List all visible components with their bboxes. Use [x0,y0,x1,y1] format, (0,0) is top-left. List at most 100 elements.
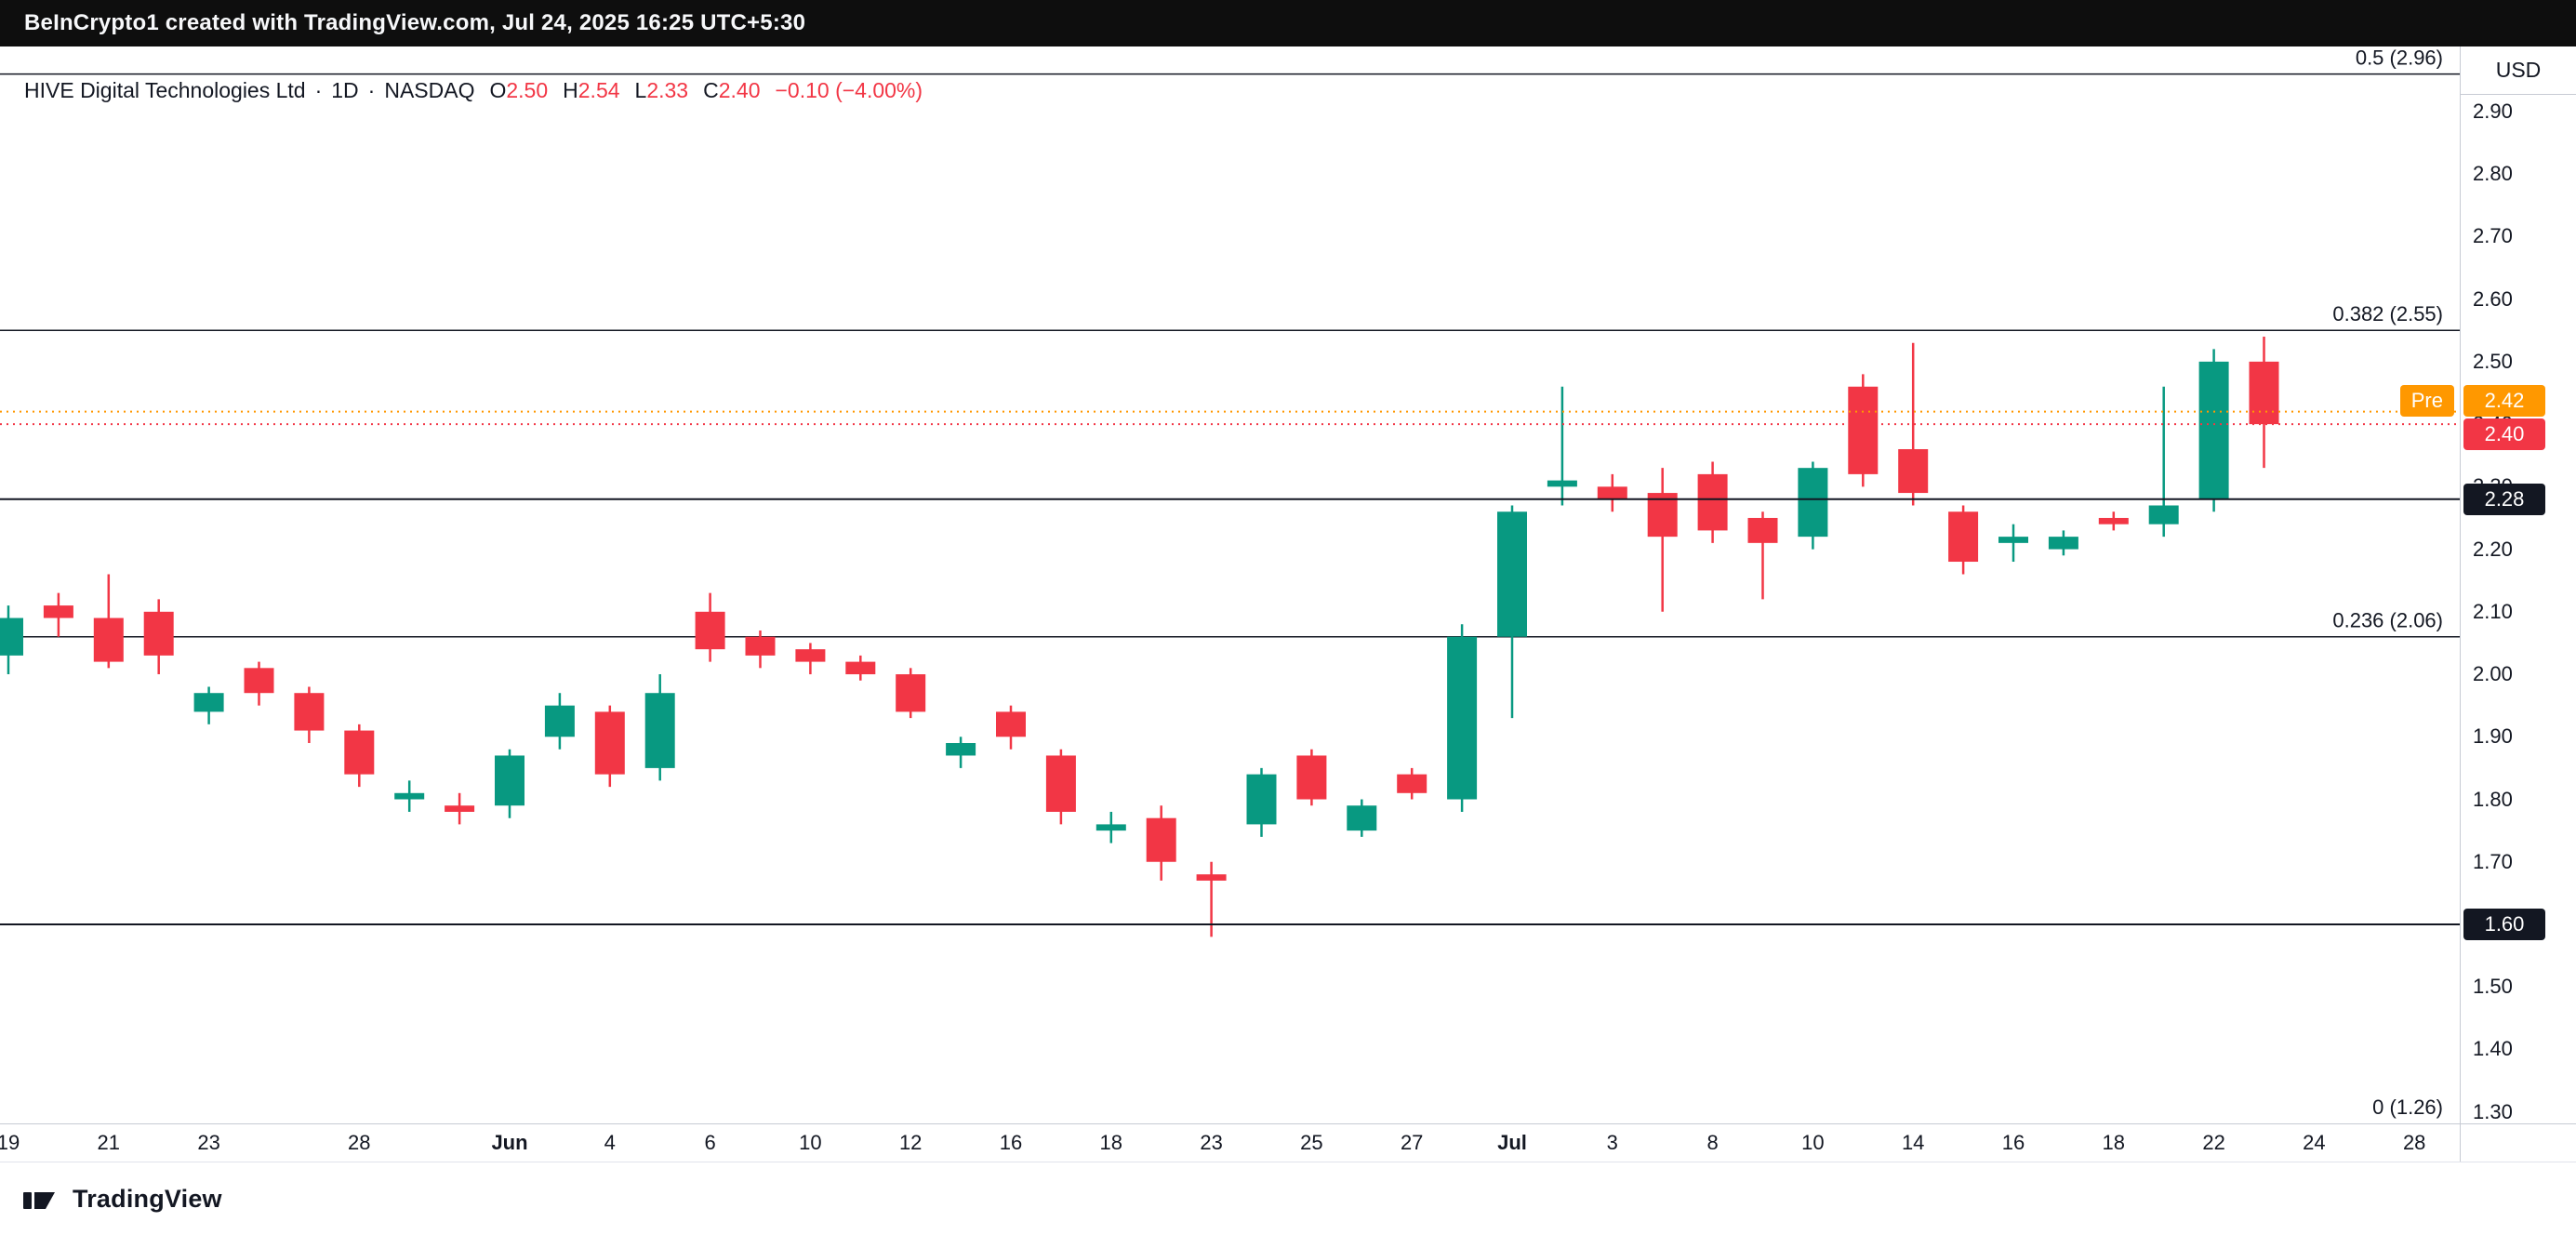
legend-ohlc-item: L 2.33 [634,78,689,102]
time-label[interactable]: 23 [1200,1131,1223,1154]
time-label[interactable]: 21 [97,1131,121,1154]
candle-body [1447,636,1478,800]
price-tick: 1.30 [2473,1099,2513,1123]
candle-body [896,674,926,712]
candle-body [2048,537,2078,550]
candle-body [93,618,124,662]
time-label[interactable]: 25 [1300,1131,1323,1154]
tradingview-logo-icon[interactable] [22,1186,60,1212]
time-label[interactable]: 8 [1706,1131,1719,1154]
price-tick: 1.50 [2473,975,2513,999]
price-tick: 1.80 [2473,787,2513,811]
candle-body [1146,817,1176,862]
fib-level-label: 0.5 (2.96) [2356,46,2443,70]
candle-body [2198,361,2229,499]
legend-separator: · [367,78,376,102]
line-price-badge: 1.60 [2463,908,2545,940]
tradingview-wordmark[interactable]: TradingView [73,1184,222,1213]
legend-ohlc-item: H 2.54 [563,78,620,102]
candle-body [1246,774,1277,825]
price-tick: 2.90 [2473,99,2513,123]
candle-body [244,668,274,694]
candle-body [1196,874,1227,881]
fib-level-label: 0.382 (2.55) [2332,302,2443,325]
legend-ohlc-item: C 2.40 [703,78,761,102]
candle-body [1647,493,1678,538]
candle-body [695,611,725,650]
change-label: −0.10 (−4.00%) [775,78,923,102]
line-price-badge: 2.28 [2463,483,2545,515]
time-label[interactable]: 23 [197,1131,220,1154]
candle-body [1747,517,1778,543]
time-label[interactable]: 22 [2202,1131,2225,1154]
candle-body [1397,774,1427,793]
legend-ohlc-item: O 2.50 [489,78,549,102]
candle-body [143,611,174,656]
attribution-text: BeInCrypto1 created with TradingView.com… [24,10,806,35]
price-tick: 2.50 [2473,349,2513,373]
time-label[interactable]: 27 [1400,1131,1424,1154]
candle-body [644,693,675,768]
candle-body [996,711,1026,737]
time-label[interactable]: Jul [1497,1131,1527,1154]
candle-body [1998,537,2028,543]
price-tick: 2.20 [2473,537,2513,561]
pre-market-chip: Pre [2399,385,2454,418]
candle-body [1697,473,1728,531]
interval-label: 1D [331,78,359,102]
candle-body [495,755,524,806]
price-badges: 2.28 1.60 2.42 2.40 [2461,46,2576,1162]
time-label[interactable]: 28 [2402,1131,2426,1154]
candle-body [1798,468,1828,538]
price-tick: 2.00 [2473,662,2513,686]
candle-body [394,792,425,800]
time-label[interactable]: 14 [1901,1131,1925,1154]
candle-body [1898,448,1929,494]
time-axis[interactable]: 19 21 23 28 Jun 4 6 10 12 16 18 23 25 27 Jul 3 8 10 14 16 18… [0,1123,2576,1162]
time-label[interactable]: 10 [799,1131,822,1154]
time-label[interactable]: 16 [2001,1131,2025,1154]
fib-level-label: 0.236 (2.06) [2332,609,2443,632]
price-axis[interactable]: 2.902.802.702.602.502.402.302.202.102.00… [2460,46,2576,1162]
currency-header: USD [2461,46,2576,95]
price-tick: 2.10 [2473,599,2513,623]
candle-body [2249,361,2279,425]
candlestick-plot[interactable]: 0.5 (2.96) 0.382 (2.55) 0.236 (2.06) 0 (1.2… [0,46,2460,1123]
candle-body [745,636,776,656]
candle-body [946,743,976,756]
candle-body [1497,511,1527,637]
exchange-label: NASDAQ [384,78,475,102]
time-label[interactable]: 12 [898,1131,923,1154]
time-label[interactable]: 28 [348,1131,371,1154]
candle-body [43,605,73,618]
time-label[interactable]: 4 [604,1131,616,1154]
chart-pane[interactable]: 0.5 (2.96) 0.382 (2.55) 0.236 (2.06) 0 (1.2… [0,46,2460,1123]
candle-body [193,693,224,712]
candle-body [544,705,575,737]
candle-body [294,693,325,731]
time-label[interactable]: 18 [1099,1131,1123,1154]
legend-separator: · [314,78,323,102]
fib-level-label: 0 (1.26) [2372,1096,2443,1119]
time-label[interactable]: 18 [2102,1131,2126,1154]
candle-body [594,711,625,775]
time-label[interactable]: 16 [999,1131,1023,1154]
candle-body [445,805,475,812]
candle-body [0,618,23,656]
attribution-bar: BeInCrypto1 created with TradingView.com… [0,0,2576,46]
price-tick: 1.40 [2473,1037,2513,1061]
time-label[interactable]: 19 [0,1131,20,1154]
candle-body [795,649,826,662]
time-label[interactable]: 24 [2303,1131,2326,1154]
candle-body [1347,805,1377,831]
candle-body [1095,824,1126,831]
time-label[interactable]: 6 [704,1131,716,1154]
candle-body [2098,517,2129,525]
ohlc-values: O 2.50 H 2.54 L 2.33 C 2.40 [474,78,760,103]
time-label[interactable]: 10 [1801,1131,1825,1154]
last-price-badge: 2.40 [2463,418,2545,451]
candle-body [2148,505,2179,525]
time-label[interactable]: 3 [1606,1131,1618,1154]
price-tick: 2.70 [2473,224,2513,248]
time-label[interactable]: Jun [491,1131,528,1154]
